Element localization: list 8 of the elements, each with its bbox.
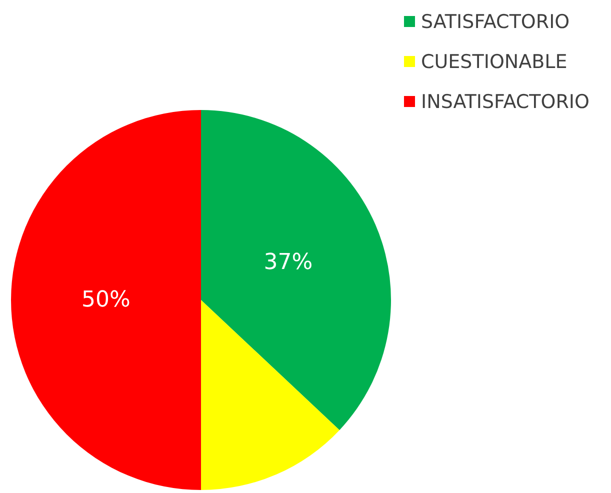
pie-slice xyxy=(201,300,340,490)
data-label: 37% xyxy=(264,250,313,275)
legend-label: INSATISFACTORIO xyxy=(421,91,590,113)
pie-slice xyxy=(201,110,391,430)
legend-label: SATISFACTORIO xyxy=(421,11,570,33)
data-label: 50% xyxy=(82,288,130,312)
pie-slice xyxy=(11,110,201,490)
legend-label: CUESTIONABLE xyxy=(421,51,568,73)
